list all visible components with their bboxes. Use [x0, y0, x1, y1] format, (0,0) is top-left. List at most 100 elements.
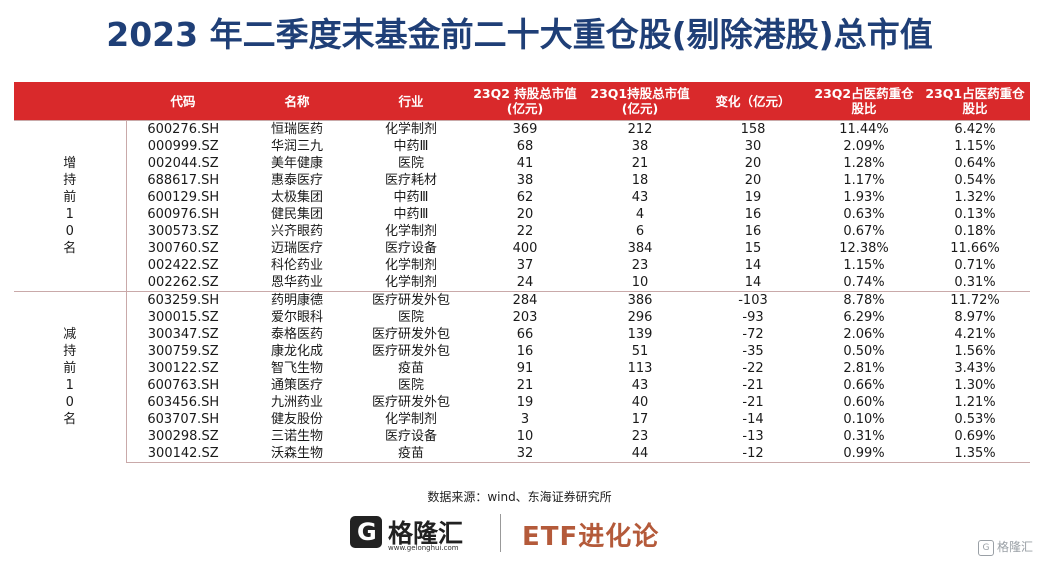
table-cell: 医疗研发外包	[371, 395, 450, 410]
table-row: 减持前10名 603259.SH 药明康德 医疗研发外包 284 386 -103 8.78%…	[14, 291, 1030, 463]
table-cell: -22	[742, 361, 764, 376]
logo-divider	[500, 514, 501, 552]
table-cell: 康龙化成	[270, 344, 323, 359]
table-cell: 0.31%	[954, 275, 996, 290]
table-cell: 284	[468, 291, 582, 309]
table-cell: 医疗研发外包	[354, 291, 468, 309]
table-cell: 疫苗	[397, 361, 424, 376]
table-cell: 医疗耗材	[384, 173, 437, 188]
table-cell: 8.78%	[808, 291, 920, 309]
table-cell: -35	[742, 344, 764, 359]
table-cell: 爱尔眼科	[270, 310, 323, 325]
table-cell: 中药Ⅲ	[393, 207, 429, 222]
table-cell: 12.38%	[839, 241, 889, 256]
table-cell: 51	[631, 344, 649, 359]
table-cell: 300760.SZ	[147, 241, 219, 256]
table-cell: 21	[631, 156, 649, 171]
table-cell: 6.29%	[843, 310, 885, 325]
table-cell: 0.50%	[843, 344, 885, 359]
gelonghui-logo-icon: G	[350, 516, 382, 548]
table-cell: 19	[516, 395, 534, 410]
table-row: 300759.SZ 康龙化成 医疗研发外包 16 51 -35 0.50% 1.56%	[14, 343, 1030, 360]
column-header: 23Q1占医药重仓股比	[920, 82, 1030, 121]
table-cell: 41	[516, 156, 534, 171]
watermark-text: 格隆汇	[996, 540, 1033, 554]
table-cell: 203	[512, 310, 538, 325]
table-row: 603707.SH 健友股份 化学制剂 3 17 -14 0.10% 0.53%	[14, 411, 1030, 428]
column-header: 名称	[240, 82, 354, 121]
table-row: 688617.SH 惠泰医疗 医疗耗材 38 18 20 1.17% 0.54%	[14, 172, 1030, 189]
gelonghui-logo: G 格隆汇 www.gelonghui.com	[350, 514, 490, 554]
table-cell: 66	[516, 327, 534, 342]
table-cell: 4.21%	[954, 327, 996, 342]
table-cell: 6	[635, 224, 645, 239]
table-cell: 2.06%	[843, 327, 885, 342]
gelonghui-logo-url: www.gelonghui.com	[388, 544, 459, 552]
group-label-cell: 减持前10名	[14, 291, 127, 463]
table-cell: 1.28%	[843, 156, 885, 171]
table-cell: 医疗设备	[384, 241, 437, 256]
table-row: 600976.SH 健民集团 中药Ⅲ 20 4 16 0.63% 0.13%	[14, 206, 1030, 223]
table-cell: -21	[742, 378, 764, 393]
column-header: 23Q2占医药重仓股比	[808, 82, 920, 121]
table-row: 000999.SZ 华润三九 中药Ⅲ 68 38 30 2.09% 1.15%	[14, 138, 1030, 155]
table-cell: 1.56%	[954, 344, 996, 359]
table-cell: 11.44%	[808, 120, 920, 138]
table-cell: 37	[516, 258, 534, 273]
table-cell: 16	[744, 224, 762, 239]
table-cell: 43	[631, 378, 649, 393]
etf-brand-logo: ETF进化论	[522, 522, 660, 552]
table-cell: 0.67%	[843, 224, 885, 239]
table-cell: 002262.SZ	[147, 275, 219, 290]
table-cell: -14	[742, 412, 764, 427]
table-cell: 化学制剂	[384, 412, 437, 427]
table-cell: 6.42%	[920, 120, 1030, 138]
column-header: 23Q1持股总市值(亿元)	[582, 82, 698, 121]
table-cell: 化学制剂	[384, 224, 437, 239]
table-cell: 0.54%	[954, 173, 996, 188]
table-cell: 300015.SZ	[147, 310, 219, 325]
table-cell: 3.43%	[954, 361, 996, 376]
gelonghui-logo-name: 格隆汇	[388, 519, 464, 548]
table-cell: 15	[744, 241, 762, 256]
table-cell: 1.35%	[920, 445, 1030, 463]
table-row: 002044.SZ 美年健康 医院 41 21 20 1.28% 0.64%	[14, 155, 1030, 172]
table-cell: 化学制剂	[384, 275, 437, 290]
table-cell: 300122.SZ	[147, 361, 219, 376]
table-cell: 1.15%	[954, 139, 996, 154]
table-cell: 300142.SZ	[126, 445, 240, 463]
table-cell: 158	[698, 120, 808, 138]
table-cell: 62	[516, 190, 534, 205]
table-cell: 医疗设备	[384, 429, 437, 444]
table-cell: 400	[512, 241, 538, 256]
table-cell: 1.21%	[954, 395, 996, 410]
table-cell: 0.69%	[954, 429, 996, 444]
table-cell: 0.60%	[843, 395, 885, 410]
table-cell: 20	[744, 173, 762, 188]
table-cell: -12	[698, 445, 808, 463]
table-cell: 21	[516, 378, 534, 393]
table-cell: 医院	[397, 156, 424, 171]
table-cell: -72	[742, 327, 764, 342]
table-cell: 14	[744, 275, 762, 290]
table-cell: 通策医疗	[270, 378, 323, 393]
table-row: 300015.SZ 爱尔眼科 医院 203 296 -93 6.29% 8.97%	[14, 309, 1030, 326]
table-cell: 23	[631, 258, 649, 273]
table-cell: 0.53%	[954, 412, 996, 427]
table-cell: 沃森生物	[240, 445, 354, 463]
table-cell: 38	[631, 139, 649, 154]
table-cell: 0.31%	[843, 429, 885, 444]
table-cell: -21	[742, 395, 764, 410]
group-label: 减持前10名	[63, 327, 77, 428]
group-label-cell: 增持前10名	[14, 120, 127, 292]
table-row: 300347.SZ 泰格医药 医疗研发外包 66 139 -72 2.06% 4.21%	[14, 326, 1030, 343]
header-group-cell	[14, 82, 126, 121]
table-cell: -103	[698, 291, 808, 309]
table-cell: 603456.SH	[147, 395, 220, 410]
table-cell: 113	[627, 361, 653, 376]
table-cell: 健民集团	[270, 207, 323, 222]
table-cell: 医疗研发外包	[371, 327, 450, 342]
table-cell: 91	[516, 361, 534, 376]
source-note: 数据来源：wind、东海证券研究所	[427, 490, 612, 504]
table-cell: 603707.SH	[147, 412, 220, 427]
